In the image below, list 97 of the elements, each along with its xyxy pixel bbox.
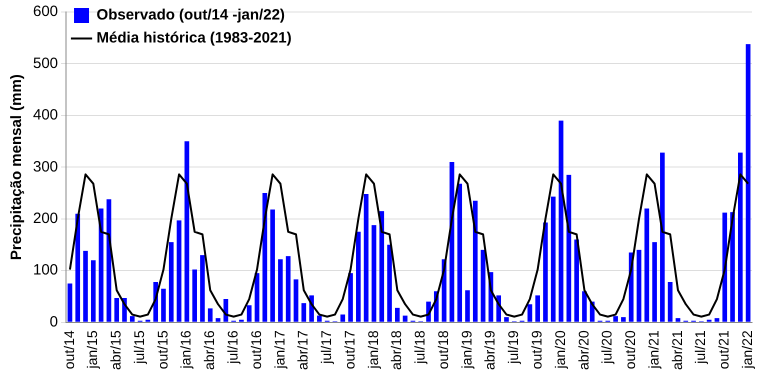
x-tick-label: jul/19 [505,330,522,365]
bar [652,242,657,322]
x-tick-label: jan/21 [645,330,662,370]
x-tick-label: jan/17 [271,330,288,370]
bar [161,288,166,322]
x-tick-label: out/18 [434,330,451,370]
x-tick-label: jan/15 [84,330,100,370]
bar [660,152,665,322]
bar [394,308,400,322]
x-tick-label: abr/21 [668,330,685,370]
bar [676,318,680,322]
x-tick-label: abr/18 [388,330,404,370]
x-tick-label: out/21 [716,330,732,370]
x-tick-label: out/20 [622,330,638,370]
bar [574,240,579,322]
bar [621,317,626,322]
bar [246,305,252,322]
bar [387,244,392,322]
bar [192,270,197,322]
y-tick-label: 300 [32,158,58,176]
bar [746,44,750,322]
bar [528,304,532,322]
legend-label: Média histórica (1983-2021) [96,30,292,47]
bar [644,208,650,322]
x-tick-label: jan/22 [738,330,755,370]
bar [340,314,346,322]
x-tick-label: jan/20 [552,330,568,370]
bar [270,210,275,322]
bar [98,208,104,322]
y-tick-label: 0 [50,313,58,330]
bar [348,273,353,322]
bar [216,318,220,322]
y-axis-title: Precipitação mensal (mm) [8,74,26,260]
bar [558,120,564,322]
y-tick-label: 200 [32,210,58,228]
legend-label: Observado (out/14 -jan/22) [96,6,285,24]
x-tick-label: jan/16 [178,330,194,370]
x-tick-label: abr/20 [575,330,592,370]
x-tick-label: abr/17 [294,330,311,370]
bar [130,316,135,322]
bar [208,308,213,322]
x-tick-label: jul/15 [130,330,147,365]
x-tick-label: jul/20 [598,330,615,365]
x-tick-label: abr/19 [482,330,498,370]
x-tick-label: out/15 [154,330,170,370]
bar [543,222,548,322]
bar [356,232,361,322]
bar [613,316,618,322]
x-tick-label: jul/18 [412,330,428,365]
x-tick-label: jan/18 [364,330,381,370]
bar [582,291,587,322]
x-tick-label: jul/17 [318,330,334,365]
bar [472,200,478,322]
bar [402,316,408,322]
x-tick-label: out/16 [248,330,264,370]
bar [114,298,120,322]
bar [465,290,470,322]
bar [168,242,174,322]
bar [278,259,283,322]
x-tick-label: jul/16 [224,330,240,365]
bar [294,279,298,322]
bar [738,152,743,322]
x-tick-label: out/17 [341,330,358,370]
x-tick-label: jul/21 [692,330,708,365]
bar [480,250,486,322]
bar [668,282,673,322]
bar [317,316,322,322]
bar [301,303,306,322]
x-tick-label: abr/15 [108,330,124,370]
bar [550,196,556,322]
bar [535,295,540,322]
bar [106,199,112,322]
bar [636,250,642,322]
bar [90,260,96,322]
bar [83,250,88,322]
y-tick-label: 400 [32,106,58,124]
bar [176,220,182,322]
y-tick-label: 600 [32,3,58,20]
bar [730,212,735,322]
bar [254,273,260,322]
bar [714,318,720,322]
bar [364,194,368,322]
bar [372,225,376,322]
bar [566,174,572,322]
bar [68,284,72,322]
bar [200,255,205,322]
bar [457,184,462,322]
bar [379,211,384,322]
bar [286,256,291,322]
y-tick-label: 500 [32,54,58,72]
x-tick-label: out/19 [528,330,545,370]
bar [504,317,509,322]
x-tick-label: out/14 [60,330,77,370]
y-tick-label: 100 [32,262,58,279]
bar [184,141,190,322]
x-tick-label: abr/16 [201,330,218,370]
x-tick-label: jan/19 [458,330,474,370]
